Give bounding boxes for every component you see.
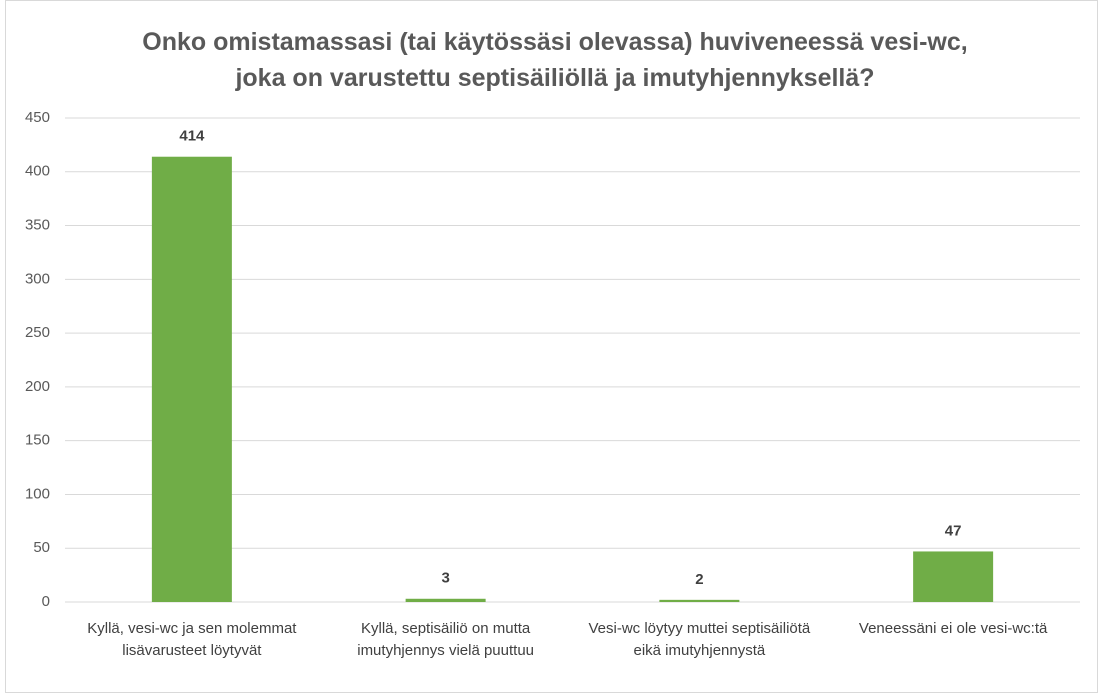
bar [913, 551, 994, 602]
chart-title: Onko omistamassasi (tai käytössäsi oleva… [142, 28, 968, 92]
y-tick-label: 300 [25, 270, 50, 287]
y-tick-label: 150 [25, 432, 50, 449]
y-tick-label: 50 [33, 539, 50, 556]
data-label: 47 [945, 522, 962, 539]
data-label: 2 [695, 571, 703, 588]
x-tick-label: Kyllä, vesi-wc ja sen molemmat lisävarus… [87, 620, 297, 659]
bar [151, 156, 232, 602]
x-tick-label: Kyllä, septisäiliö on mutta imutyhjennys… [357, 620, 535, 659]
y-tick-label: 250 [25, 324, 50, 341]
data-label: 3 [441, 570, 449, 587]
y-tick-label: 400 [25, 163, 50, 180]
bar [405, 598, 486, 602]
chart-border [5, 0, 1098, 693]
x-tick-label: Vesi-wc löytyy muttei septisäiliötä eikä… [588, 620, 811, 659]
x-tick-label: Veneessäni ei ole vesi-wc:tä [858, 620, 1048, 637]
y-tick-label: 450 [25, 109, 50, 126]
y-tick-label: 100 [25, 485, 50, 502]
y-tick-label: 200 [25, 378, 50, 395]
y-tick-label: 350 [25, 217, 50, 234]
y-tick-label: 0 [42, 593, 50, 610]
bar [659, 599, 740, 602]
data-label: 414 [179, 128, 205, 145]
